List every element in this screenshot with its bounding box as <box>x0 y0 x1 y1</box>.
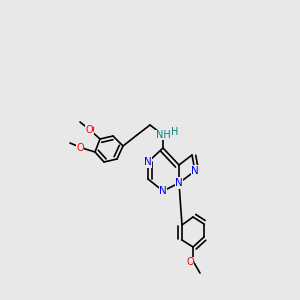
Text: N: N <box>144 157 152 167</box>
Text: O: O <box>86 125 94 135</box>
Text: N: N <box>191 166 199 176</box>
Text: N: N <box>159 186 167 196</box>
Text: N: N <box>175 178 183 188</box>
Text: H: H <box>171 127 179 137</box>
Text: O: O <box>76 143 84 153</box>
Text: O: O <box>186 257 194 267</box>
Text: NH: NH <box>156 130 170 140</box>
Text: O: O <box>85 125 93 135</box>
